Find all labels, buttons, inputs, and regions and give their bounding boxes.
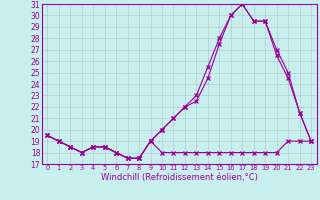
- X-axis label: Windchill (Refroidissement éolien,°C): Windchill (Refroidissement éolien,°C): [101, 173, 258, 182]
